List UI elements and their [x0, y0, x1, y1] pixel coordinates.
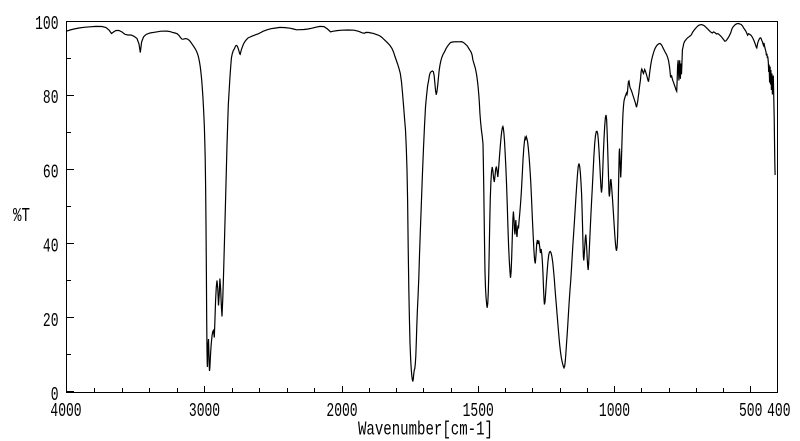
svg-text:3000: 3000 [189, 400, 220, 422]
svg-text:40: 40 [43, 236, 59, 258]
svg-text:60: 60 [43, 161, 59, 183]
svg-text:%T: %T [13, 205, 30, 227]
svg-text:2000: 2000 [326, 400, 357, 422]
svg-text:0: 0 [51, 384, 59, 406]
svg-text:80: 80 [43, 87, 59, 109]
svg-text:1500: 1500 [463, 400, 494, 422]
svg-text:1000: 1000 [599, 400, 630, 422]
svg-text:4000: 4000 [50, 400, 81, 422]
svg-text:100: 100 [35, 13, 58, 35]
svg-text:20: 20 [43, 310, 59, 332]
svg-text:400: 400 [767, 400, 790, 422]
svg-text:Wavenumber[cm-1]: Wavenumber[cm-1] [358, 419, 493, 441]
svg-text:500: 500 [739, 400, 762, 422]
